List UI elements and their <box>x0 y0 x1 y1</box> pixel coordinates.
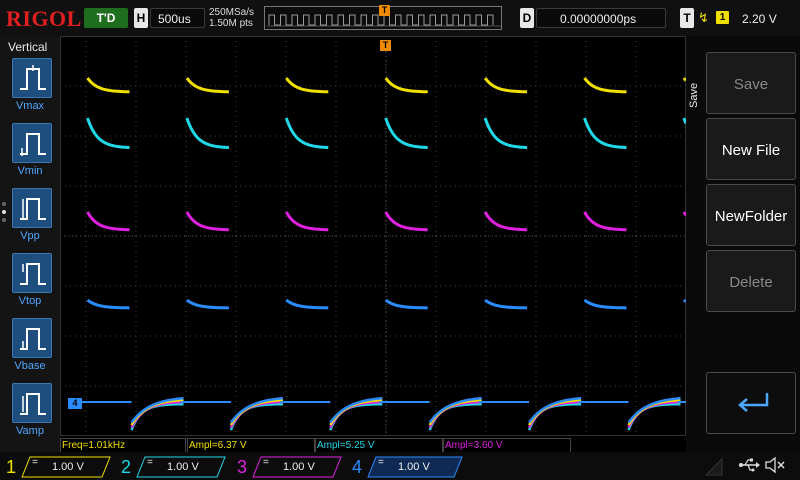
vpp-icon <box>20 198 46 220</box>
vtop-icon <box>20 263 46 285</box>
speaker-mute-icon[interactable] <box>764 456 786 474</box>
brand-logo: RIGOL <box>6 6 82 31</box>
new-folder-button[interactable]: NewFolder <box>706 184 796 246</box>
rise-trace <box>329 396 383 424</box>
vpp-label: Vpp <box>20 230 40 242</box>
trigger-level: 2.20 V <box>742 12 777 26</box>
run-state-badge[interactable]: T'D <box>84 8 128 28</box>
menu-corner-icon <box>704 457 723 476</box>
channel-4-tab[interactable]: 4 = 1.00 V <box>346 455 464 479</box>
vamp-button[interactable] <box>12 383 52 423</box>
ampl-ch1-readout: Ampl=6.37 V <box>187 438 315 452</box>
timebase-letter: H <box>134 8 148 28</box>
memory-preview-wave <box>267 14 501 27</box>
ch4-trace <box>86 298 686 310</box>
page-indicator <box>2 202 6 226</box>
ch2-coupling: = <box>147 457 153 468</box>
return-arrow-icon <box>738 393 769 412</box>
ch2-scale: 1.00 V <box>167 461 199 473</box>
vertical-measure-panel: Vertical Vmax Vmin Vpp Vtop Vbase Vamp <box>0 36 60 452</box>
delete-button[interactable]: Delete <box>706 250 796 312</box>
ch2-trace <box>86 117 686 150</box>
delay-letter: D <box>520 8 534 28</box>
rise-trace <box>627 396 681 424</box>
delay-value: 0.00000000ps <box>560 12 637 26</box>
ch3-number: 3 <box>237 457 248 477</box>
save-button[interactable]: Save <box>706 52 796 114</box>
waveform-display[interactable] <box>60 36 686 436</box>
menu-title: Save <box>688 82 700 108</box>
vbase-label: Vbase <box>14 360 46 372</box>
memory-depth: 1.50M pts <box>209 18 253 29</box>
ch4-number: 4 <box>352 457 363 477</box>
new-file-button[interactable]: New File <box>706 118 796 180</box>
ch1-scale: 1.00 V <box>52 461 84 473</box>
trigger-letter[interactable]: T <box>680 8 694 28</box>
rise-trace <box>428 396 482 424</box>
ch1-coupling: = <box>32 457 38 468</box>
vmax-button[interactable] <box>12 58 52 98</box>
rise-trace <box>130 396 184 424</box>
channel-2-tab[interactable]: 2 = 1.00 V <box>115 455 227 479</box>
vmax-label: Vmax <box>15 100 45 112</box>
channel-bar: 1 = 1.00 V 2 = 1.00 V 3 = 1.00 V 4 = 1.0… <box>0 452 800 480</box>
vamp-icon <box>20 393 46 415</box>
sample-rate: 250MSa/s <box>209 7 255 18</box>
vtop-label: Vtop <box>18 295 42 307</box>
ch3-trace <box>86 211 686 232</box>
ch1-number: 1 <box>6 457 17 477</box>
ampl-ch2-readout: Ampl=5.25 V <box>315 438 443 452</box>
vmin-icon <box>20 133 46 156</box>
rising-edge-icon: ↯ <box>698 10 709 25</box>
ch2-number: 2 <box>121 457 132 477</box>
grid-border <box>60 36 686 436</box>
ch4-scale: 1.00 V <box>398 461 430 473</box>
usb-icon <box>739 458 760 472</box>
trigger-time-marker[interactable]: T <box>380 40 391 51</box>
trigger-source: 1 <box>716 11 729 24</box>
timebase-value: 500us <box>158 12 191 26</box>
freq-readout: Freq=1.01kHz <box>60 438 186 452</box>
ch3-scale: 1.00 V <box>283 461 315 473</box>
vmin-button[interactable] <box>12 123 52 163</box>
ampl-ch3-readout: Ampl=3.60 V <box>443 438 571 452</box>
ch4-offset-marker[interactable]: 4 <box>68 398 82 409</box>
graticule <box>60 36 686 436</box>
trigger-position-marker[interactable]: T <box>379 5 390 16</box>
rise-trace <box>528 396 582 424</box>
panel-title: Vertical <box>8 40 48 54</box>
rise-trace <box>229 396 284 424</box>
timebase-box[interactable] <box>150 8 205 28</box>
ch4-coupling: = <box>378 457 384 468</box>
top-status-bar: RIGOL T'D H 500us 250MSa/s 1.50M pts T D… <box>0 0 800 36</box>
vmin-label: Vmin <box>17 165 43 177</box>
vtop-button[interactable] <box>12 253 52 293</box>
ch3-coupling: = <box>263 457 269 468</box>
ch1-trace <box>86 77 686 94</box>
channel-3-tab[interactable]: 3 = 1.00 V <box>231 455 343 479</box>
vbase-icon <box>20 328 46 350</box>
vbase-button[interactable] <box>12 318 52 358</box>
vamp-label: Vamp <box>16 425 44 437</box>
delay-box[interactable] <box>536 8 666 28</box>
channel-1-tab[interactable]: 1 = 1.00 V <box>0 455 112 479</box>
vpp-button[interactable] <box>12 188 52 228</box>
vmax-icon <box>20 65 46 90</box>
back-button[interactable] <box>706 372 796 434</box>
